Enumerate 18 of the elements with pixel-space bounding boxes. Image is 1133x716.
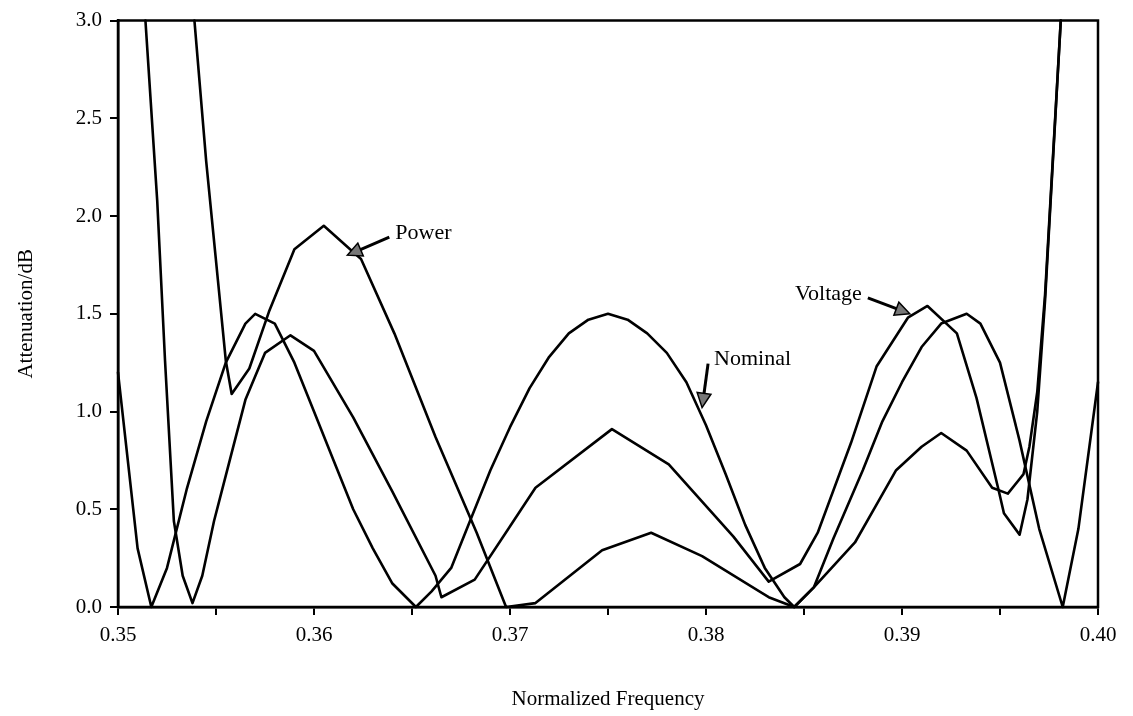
annotation: Voltage [795, 279, 862, 305]
y-tick-label: 0.0 [75, 593, 102, 618]
annotation: Power [395, 218, 453, 244]
y-tick-label: 1.5 [75, 300, 102, 325]
y-axis-title: Attenuation/dB [13, 249, 38, 379]
annotation: Nominal [714, 345, 792, 371]
y-tick-label: 2.5 [75, 104, 102, 129]
x-tick-label: 0.40 [1079, 622, 1117, 647]
x-tick-label: 0.35 [99, 622, 137, 647]
x-axis-title: Normalized Frequency [511, 685, 705, 710]
y-tick-label: 0.5 [75, 495, 102, 520]
x-tick-label: 0.37 [491, 622, 529, 647]
x-tick-label: 0.39 [883, 622, 921, 647]
x-tick-label: 0.38 [687, 622, 725, 647]
y-tick-label: 1.0 [75, 398, 102, 423]
y-tick-label: 2.0 [75, 202, 102, 227]
y-tick-label: 3.0 [75, 7, 102, 32]
x-tick-label: 0.36 [295, 622, 333, 647]
